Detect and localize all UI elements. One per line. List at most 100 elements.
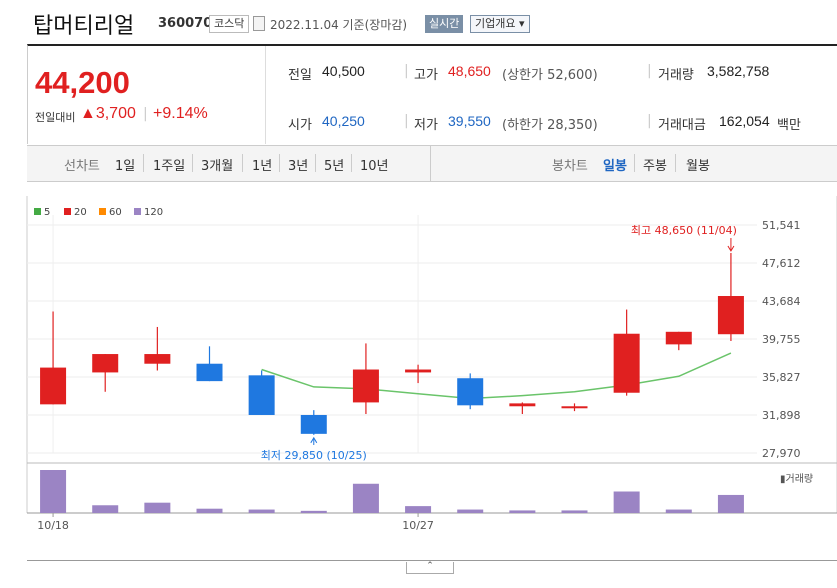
- y-tick-label: 43,684: [762, 295, 801, 308]
- tab-3y[interactable]: 3년: [288, 159, 309, 174]
- tab-separator: [143, 154, 144, 172]
- stock-code: 360070: [158, 16, 213, 31]
- company-overview-dropdown[interactable]: 기업개요 ▾: [470, 15, 530, 33]
- candle-body: [300, 414, 327, 434]
- candle-body: [248, 375, 275, 415]
- volume-bar: [717, 494, 744, 513]
- base-date: 2022.11.04 기준(장마감): [270, 18, 408, 32]
- candle-body: [613, 333, 640, 393]
- y-tick-label: 51,541: [762, 219, 801, 232]
- tab-separator: [192, 154, 193, 172]
- candle-body: [717, 296, 744, 335]
- market-badge: 코스닥: [209, 15, 250, 33]
- volume-label: 거래량: [658, 68, 694, 83]
- candle-body: [40, 367, 67, 405]
- separator: |: [647, 113, 652, 129]
- separator: |: [404, 113, 409, 129]
- prev-close-label: 전일: [288, 68, 312, 83]
- y-tick-label: 39,755: [762, 333, 801, 346]
- candle-body: [352, 369, 379, 403]
- low-arrow-head: [310, 436, 318, 444]
- stock-name: 탑머티리얼: [33, 14, 135, 39]
- open-value: 40,250: [322, 113, 365, 129]
- volume-bar: [613, 491, 640, 513]
- volume-bar: [248, 509, 275, 513]
- volume-bar: [509, 510, 536, 513]
- tab-1d[interactable]: 1일: [115, 159, 136, 174]
- tab-monthly[interactable]: 월봉: [686, 159, 710, 174]
- separator: |: [647, 63, 652, 79]
- tab-3m[interactable]: 3개월: [201, 159, 234, 174]
- y-tick-label: 31,898: [762, 409, 801, 422]
- candle-body: [92, 354, 119, 373]
- low-annotation: 최저 29,850 (10/25): [261, 449, 367, 462]
- volume-bar: [561, 510, 588, 513]
- legend-ma20: 20: [64, 207, 87, 218]
- volume-bar: [92, 505, 119, 513]
- lower-limit: (하한가 28,350): [502, 118, 598, 133]
- realtime-button[interactable]: 실시간: [425, 15, 464, 33]
- volume-label: ▮거래량: [780, 473, 813, 485]
- volume-bar: [144, 502, 171, 513]
- volume-value: 3,582,758: [707, 63, 770, 79]
- prev-close-value: 40,500: [322, 63, 365, 79]
- tab-separator: [351, 154, 352, 172]
- tab-daily[interactable]: 일봉: [603, 159, 627, 174]
- candle-body: [405, 369, 432, 373]
- volume-bar: [352, 483, 379, 513]
- change-value: ▲3,700: [80, 105, 136, 122]
- tab-separator: [634, 154, 635, 172]
- change-label: 전일대비: [35, 111, 76, 124]
- price-summary-panel: [27, 44, 837, 144]
- candle-body: [561, 406, 588, 409]
- chart-tab-bar: [27, 145, 837, 182]
- upper-limit: (상한가 52,600): [502, 68, 598, 83]
- volume-bar: [405, 506, 432, 513]
- ma20-line: [261, 352, 732, 400]
- amount-unit: 백만: [777, 118, 801, 133]
- tab-separator: [315, 154, 316, 172]
- tab-1y[interactable]: 1년: [252, 159, 273, 174]
- tab-5y[interactable]: 5년: [324, 159, 345, 174]
- tab-group-divider: [430, 146, 431, 181]
- candle-chart-label: 봉차트: [552, 159, 588, 174]
- candle-body: [144, 354, 171, 364]
- legend-ma120: 120: [134, 207, 163, 218]
- volume-bar: [300, 510, 327, 513]
- separator: |: [143, 106, 148, 122]
- high-label: 고가: [414, 68, 438, 83]
- separator: |: [404, 63, 409, 79]
- x-tick-label: 10/18: [37, 519, 69, 532]
- tab-1w[interactable]: 1주일: [153, 159, 186, 174]
- divider: [265, 46, 266, 144]
- document-icon: [253, 16, 265, 31]
- tab-10y[interactable]: 10년: [360, 159, 389, 174]
- low-label: 저가: [414, 118, 438, 133]
- y-tick-label: 27,970: [762, 447, 801, 460]
- candle-body: [509, 403, 536, 407]
- high-annotation: 최고 48,650 (11/04): [631, 224, 737, 237]
- candle-body: [457, 378, 484, 406]
- line-chart-label: 선차트: [64, 159, 100, 174]
- volume-bar: [457, 509, 484, 513]
- open-label: 시가: [288, 118, 312, 133]
- amount-label: 거래대금: [658, 118, 706, 133]
- tab-weekly[interactable]: 주봉: [643, 159, 667, 174]
- y-tick-label: 35,827: [762, 371, 801, 384]
- collapse-toggle-button[interactable]: ⌃: [406, 562, 454, 574]
- tab-separator: [242, 154, 243, 172]
- current-price: 44,200: [35, 65, 130, 100]
- legend-ma60: 60: [99, 207, 122, 218]
- volume-bar: [196, 508, 223, 513]
- change-percent: +9.14%: [153, 105, 208, 122]
- tab-separator: [279, 154, 280, 172]
- x-tick-label: 10/27: [402, 519, 434, 532]
- high-value: 48,650: [448, 63, 491, 79]
- y-tick-label: 47,612: [762, 257, 801, 270]
- tab-separator: [675, 154, 676, 172]
- legend-ma5: 5: [34, 207, 50, 218]
- candle-body: [665, 331, 692, 345]
- amount-value: 162,054: [719, 113, 770, 129]
- low-value: 39,550: [448, 113, 491, 129]
